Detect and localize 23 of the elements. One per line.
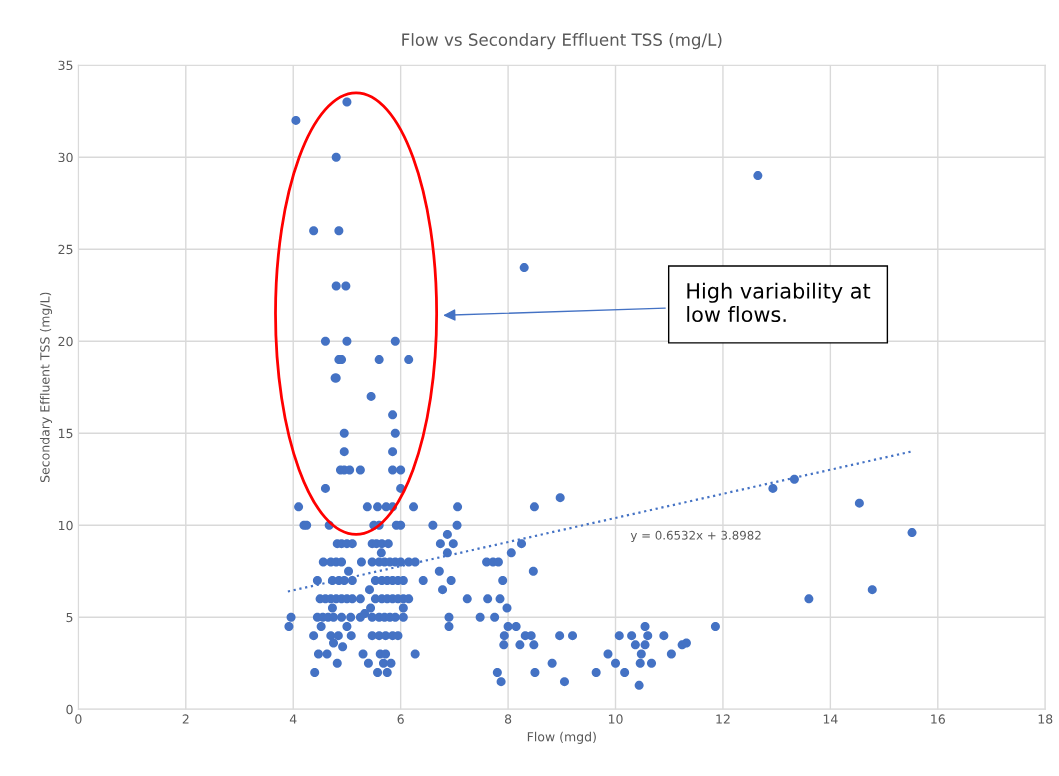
y-axis-title: Secondary Effluent TSS (mg/L)	[39, 292, 53, 483]
y-tick-label: 20	[58, 336, 73, 347]
y-tick-label: 5	[66, 612, 73, 623]
chart-title: Flow vs Secondary Effluent TSS (mg/L)	[402, 33, 722, 50]
y-tick-label: 0	[66, 704, 73, 715]
x-tick-label: 6	[397, 714, 404, 724]
x-axis-title: Flow (mgd)	[527, 731, 596, 744]
x-tick-label: 18	[1038, 714, 1053, 724]
y-tick-label: 25	[58, 244, 73, 255]
x-tick-label: 2	[182, 714, 189, 724]
x-tick-label: 16	[931, 714, 945, 724]
y-tick-label: 10	[58, 520, 73, 531]
x-tick-label: 8	[504, 714, 512, 724]
y-tick-label: 30	[58, 152, 73, 163]
x-tick-label: 14	[823, 714, 838, 724]
y-tick-label: 35	[58, 60, 73, 71]
x-tick-label: 12	[716, 714, 730, 724]
annotation: High variability at low flows.	[687, 282, 871, 323]
annotation: y = 0.6532x + 3.8982	[630, 530, 761, 542]
x-tick-label: 0	[75, 714, 82, 724]
y-tick-label: 15	[58, 428, 73, 439]
x-tick-label: 4	[289, 714, 297, 724]
x-tick-label: 10	[608, 714, 623, 724]
